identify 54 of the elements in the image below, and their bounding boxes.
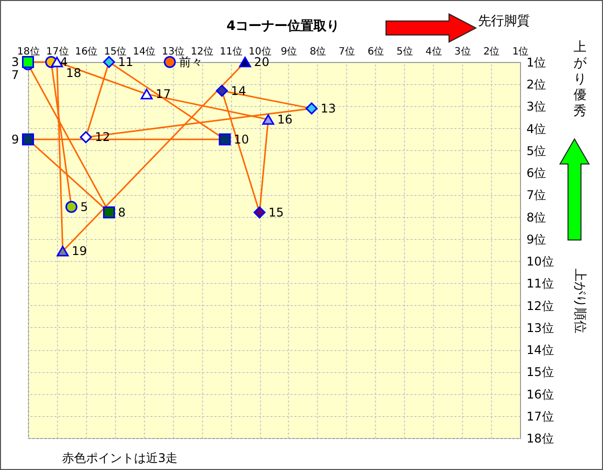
y-tick-label: 7位 [526, 188, 546, 202]
y-tick-label: 6位 [526, 166, 546, 180]
annotation: 7 [11, 68, 19, 82]
annotation: 3 [11, 55, 19, 69]
annotation: 16 [277, 112, 292, 127]
x-tick-label: 14位 [132, 46, 156, 58]
x-tick-label: 13位 [162, 46, 185, 58]
y-tick-label: 10位 [526, 254, 554, 269]
annotation: 20 [254, 55, 270, 69]
x-tick-label: 10位 [248, 46, 272, 58]
annotation: 5 [80, 200, 88, 214]
text: 先行脚質 [478, 13, 530, 30]
x-tick-label: 4位 [425, 46, 442, 58]
text: 赤色ポイントは近3走 [62, 450, 178, 467]
y-tick-label: 12位 [526, 298, 554, 313]
x-tick-label: 5位 [396, 46, 413, 58]
x-tick-label: 7位 [338, 46, 356, 58]
y-tick-label: 2位 [526, 78, 546, 92]
text: 上がり優秀 [572, 40, 588, 120]
y-tick-label: 11位 [526, 276, 554, 291]
y-tick-label: 8位 [526, 210, 546, 224]
y-tick-label: 17位 [526, 409, 554, 424]
y-tick-label: 13位 [526, 320, 554, 335]
annotation: 11 [118, 55, 134, 69]
x-tick-label: 9位 [280, 46, 298, 58]
x-tick-label: 6位 [368, 46, 384, 58]
x-tick-label: 16位 [75, 46, 98, 58]
annotation: 8 [118, 205, 126, 220]
y-tick-label: 1位 [526, 56, 546, 70]
y-axis-title: 上がり順位 [571, 268, 588, 336]
x-tick-label: 8位 [310, 46, 326, 58]
annotation: 19 [72, 244, 88, 258]
y-tick-label: 18位 [526, 432, 554, 446]
y-tick-label: 16位 [526, 387, 554, 402]
annotation: 前々 [178, 55, 203, 69]
annotation: 18 [66, 66, 82, 80]
x-tick-label: 2位 [483, 46, 500, 58]
annotation: 9 [11, 132, 19, 146]
x-tick-label: 3位 [454, 46, 471, 58]
x-tick-label: 1位 [512, 46, 529, 58]
y-tick-label: 9位 [526, 232, 546, 246]
x-tick-label: 18位 [17, 46, 40, 58]
annotation: 15 [268, 205, 284, 220]
y-tick-label: 3位 [526, 100, 546, 114]
y-tick-label: 5位 [526, 144, 546, 158]
y-tick-label: 4位 [526, 122, 546, 136]
x-tick-label: 15位 [104, 46, 127, 58]
y-tick-label: 14位 [526, 343, 554, 358]
x-tick-label: 12位 [190, 46, 214, 58]
x-tick-label: 11位 [220, 46, 242, 58]
x-tick-label: 17位 [46, 46, 69, 58]
y-tick-label: 15位 [526, 365, 554, 380]
annotation: 13 [320, 101, 336, 116]
chart-title: 4コーナー位置取り [225, 18, 341, 35]
